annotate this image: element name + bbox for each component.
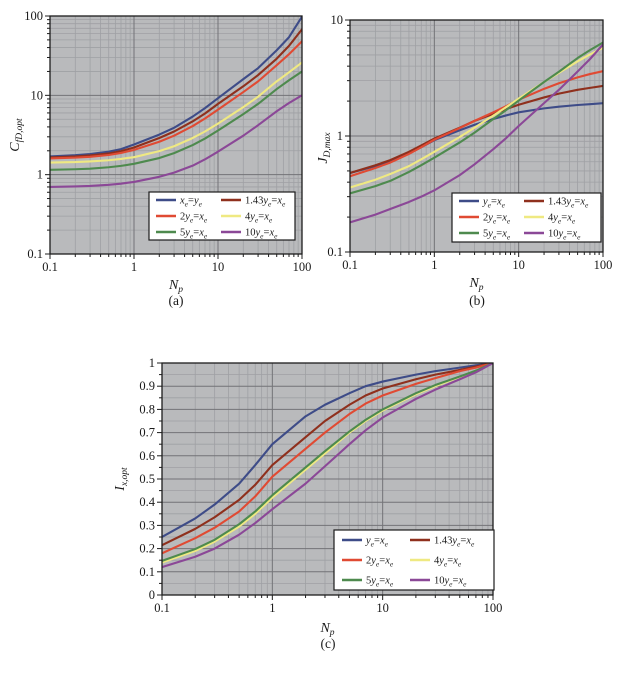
svg-text:1: 1 — [431, 258, 437, 272]
svg-text:0.5: 0.5 — [139, 472, 155, 486]
legend-label-5: 10ye=xe — [548, 229, 581, 242]
svg-text:100: 100 — [594, 258, 613, 272]
series-line-1 — [50, 28, 302, 159]
caption-b: (b) — [469, 293, 485, 308]
svg-text:0.2: 0.2 — [139, 542, 155, 556]
svg-text:0.1: 0.1 — [342, 258, 358, 272]
legend-label-3: 4ye=xe — [245, 212, 273, 225]
svg-text:0.1: 0.1 — [154, 601, 170, 615]
chart-c-svg: 0.1 1 10 10000.10.20.30.40.50.60.70.80.91Np… — [113, 356, 502, 638]
x-axis-label: Np — [319, 621, 334, 638]
y-axis-label: Ix,opt — [113, 467, 130, 492]
svg-text:0.6: 0.6 — [139, 449, 155, 463]
svg-text:0: 0 — [149, 588, 155, 602]
series-line-2 — [162, 363, 493, 555]
svg-text:0.8: 0.8 — [139, 402, 155, 416]
svg-text:10: 10 — [331, 13, 344, 27]
svg-text:1: 1 — [149, 356, 155, 370]
legend-label-0: ye=xe — [482, 197, 506, 210]
legend: xe=ye 1.43ye=xe 2ye=xe 4ye=xe 5ye=xe 10ye=xe — [148, 191, 296, 241]
svg-text:0.1: 0.1 — [139, 565, 155, 579]
svg-text:10: 10 — [512, 258, 525, 272]
x-axis-label: Np — [468, 276, 483, 293]
caption-a: (a) — [168, 293, 184, 308]
series-line-3 — [50, 61, 302, 164]
series-line-4 — [50, 70, 302, 171]
chart-a-svg: 0.1 1 10 100 0.1 1 10 100 Np CfD,opt xe=ye 1.43ye=x… — [8, 9, 311, 295]
tick-marks — [45, 15, 303, 259]
svg-text:0.7: 0.7 — [139, 426, 155, 440]
svg-text:1: 1 — [269, 601, 275, 615]
y-axis-label: JD,max — [316, 132, 333, 164]
series-line-0 — [50, 16, 302, 158]
series-line-2 — [50, 40, 302, 160]
caption-c: (c) — [320, 636, 336, 651]
svg-text:0.3: 0.3 — [139, 518, 155, 532]
legend-label-3: 4ye=xe — [434, 556, 462, 569]
svg-text:1: 1 — [37, 168, 43, 182]
chart-b: 0.1 1 10 100 0.1 1 10 Np JD,max ye=xe 1.43ye=xe 2ye… — [312, 0, 619, 322]
series-line-5 — [50, 94, 302, 189]
legend: ye=xe 1.43ye=xe 2ye=xe 4ye=xe 5ye=xe 10ye=xe — [333, 529, 495, 591]
legend-label-1: 1.43ye=xe — [434, 536, 475, 549]
y-axis-label: CfD,opt — [8, 118, 25, 152]
series-group — [50, 16, 302, 189]
series-line-4 — [350, 41, 603, 195]
legend-label-1: 1.43ye=xe — [548, 197, 589, 210]
series-group — [162, 363, 493, 569]
series-group — [350, 41, 603, 224]
series-line-3 — [350, 46, 603, 189]
legend-label-2: 2ye=xe — [483, 213, 511, 226]
series-line-0 — [162, 363, 493, 539]
svg-text:0.1: 0.1 — [327, 245, 343, 259]
legend-label-2: 2ye=xe — [366, 556, 394, 569]
chart-a: 0.1 1 10 100 0.1 1 10 100 Np CfD,opt xe=ye 1.43ye=x… — [0, 0, 322, 322]
legend-label-4: 5ye=xe — [180, 228, 208, 241]
series-line-5 — [350, 43, 603, 224]
legend-label-0: ye=xe — [365, 536, 389, 549]
svg-text:100: 100 — [484, 601, 503, 615]
series-line-5 — [162, 363, 493, 569]
svg-text:1: 1 — [337, 129, 343, 143]
tick-marks — [157, 362, 494, 600]
legend-label-4: 5ye=xe — [366, 576, 394, 589]
plot-frame — [49, 15, 303, 255]
svg-text:0.9: 0.9 — [139, 379, 155, 393]
legend-label-3: 4ye=xe — [548, 213, 576, 226]
svg-text:100: 100 — [24, 9, 43, 23]
chart-b-svg: 0.1 1 10 100 0.1 1 10 Np JD,max ye=xe 1.43ye=xe 2ye… — [316, 13, 612, 293]
chart-c: 0.1 1 10 100 0 0.1 0.2 0.3 0.4 0.5 0.6 0.7 0.8 0.9 1 Np… — [100, 330, 520, 670]
legend-label-0: xe=ye — [179, 196, 203, 209]
legend-label-5: 10ye=xe — [245, 228, 278, 241]
x-axis-label: Np — [168, 278, 183, 295]
legend-label-4: 5ye=xe — [483, 229, 511, 242]
legend-label-2: 2ye=xe — [180, 212, 208, 225]
svg-text:10: 10 — [376, 601, 389, 615]
svg-text:0.4: 0.4 — [139, 495, 155, 509]
svg-text:10: 10 — [31, 88, 44, 102]
legend-label-5: 10ye=xe — [434, 576, 467, 589]
tick-marks — [345, 19, 604, 257]
svg-text:0.1: 0.1 — [27, 247, 43, 261]
tick-labels: 0.1 1 10 100 0.1 1 10 — [327, 13, 612, 272]
svg-text:100: 100 — [293, 260, 312, 274]
tick-labels: 0.1 1 10 100 0.1 1 10 100 — [24, 9, 311, 274]
svg-text:10: 10 — [212, 260, 225, 274]
legend: ye=xe 1.43ye=xe 2ye=xe 4ye=xe 5ye=xe 10ye=xe — [451, 192, 602, 243]
series-line-1 — [162, 363, 493, 547]
svg-text:0.1: 0.1 — [42, 260, 58, 274]
legend-label-1: 1.43ye=xe — [245, 196, 286, 209]
series-line-4 — [162, 363, 493, 562]
svg-text:1: 1 — [131, 260, 137, 274]
